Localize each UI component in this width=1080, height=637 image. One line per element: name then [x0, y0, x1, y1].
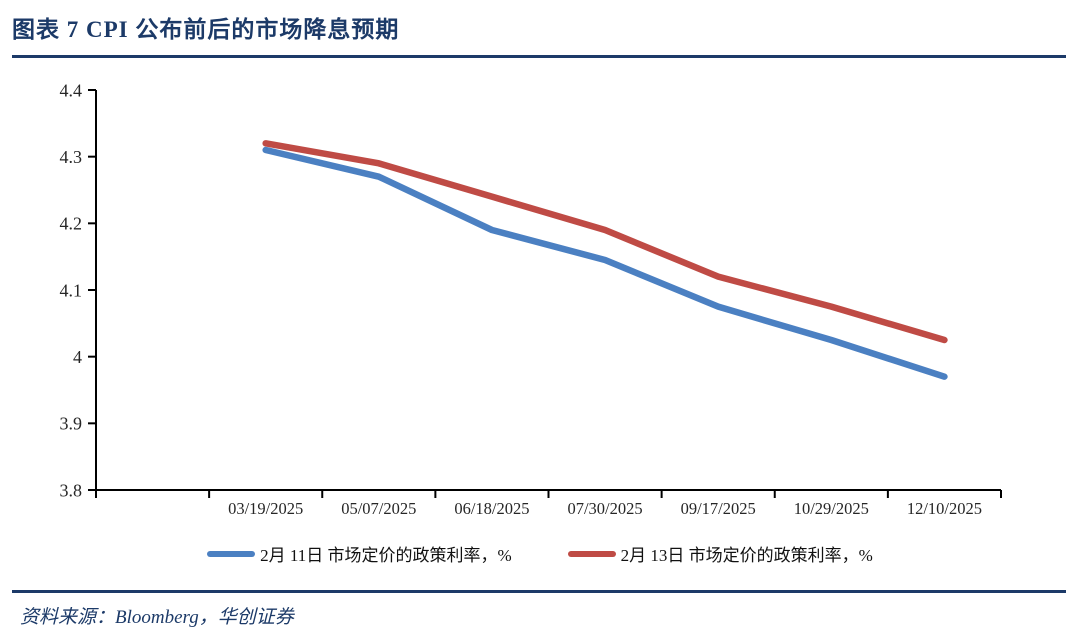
legend-label-feb13: 2月 13日 市场定价的政策利率，%: [620, 546, 873, 565]
x-tick-label: 06/18/2025: [454, 499, 529, 518]
rate-cut-expectations-chart: 4.4 4.3 4.2 4.1 4 3.9 3.8 03/19/2025 05/07/2025 0…: [60, 80, 1002, 518]
x-tick-label: 05/07/2025: [341, 499, 416, 518]
y-tick-label: 3.8: [60, 480, 83, 500]
legend-swatch-blue: [207, 550, 256, 557]
source-rule: [12, 590, 1066, 593]
legend-item-feb13: 2月 13日 市场定价的政策利率，%: [567, 541, 873, 566]
x-tick-label: 12/10/2025: [907, 499, 982, 518]
source-text: 资料来源：Bloomberg，华创证券: [20, 607, 294, 628]
series-line-feb13: [262, 140, 948, 344]
x-tick-label: 10/29/2025: [794, 499, 869, 518]
figure-title: 图表 7 CPI 公布前后的市场降息预期: [12, 17, 400, 42]
legend-label-feb11: 2月 11日 市场定价的政策利率，%: [260, 546, 512, 565]
x-tick-label: 03/19/2025: [228, 499, 303, 518]
chart-legend: 2月 11日 市场定价的政策利率，% 2月 13日 市场定价的政策利率，%: [0, 541, 1080, 566]
series-line-feb11: [262, 146, 948, 380]
y-tick-label: 4.3: [60, 147, 83, 167]
y-tick-label: 3.9: [60, 414, 83, 434]
legend-item-feb11: 2月 11日 市场定价的政策利率，%: [207, 541, 512, 566]
x-tick-label: 09/17/2025: [681, 499, 756, 518]
y-tick-label: 4.1: [60, 280, 83, 300]
legend-swatch-red: [567, 550, 616, 557]
y-tick-label: 4.2: [60, 214, 83, 234]
y-tick-label: 4.4: [60, 80, 83, 100]
y-tick-label: 4: [73, 347, 82, 367]
header-rule: [12, 55, 1066, 58]
x-tick-label: 07/30/2025: [567, 499, 642, 518]
